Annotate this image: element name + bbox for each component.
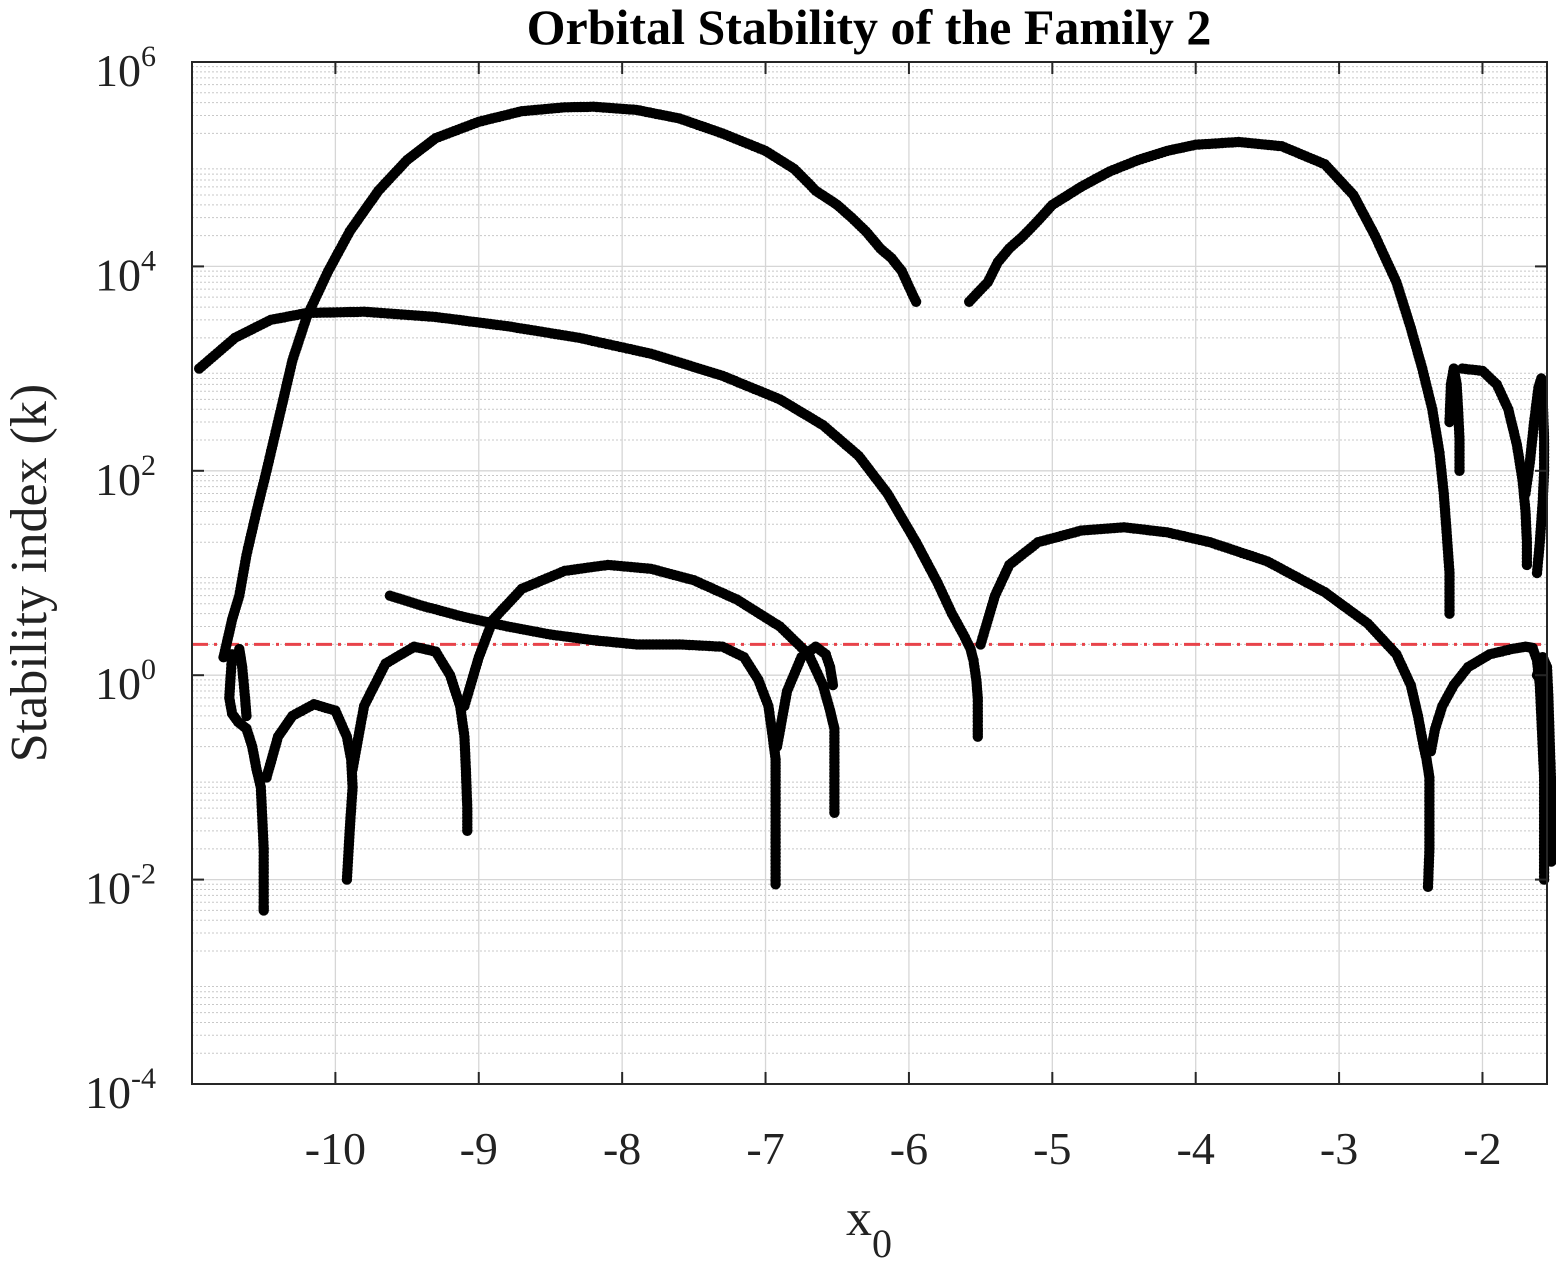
series-8 <box>1425 641 1550 885</box>
grid-layer <box>192 61 1547 1085</box>
series-14 <box>261 699 358 885</box>
y-tick-label: 10-4 <box>85 1062 156 1118</box>
tick-marks-layer <box>192 61 1547 1085</box>
data-point <box>972 731 983 742</box>
data-point <box>1444 608 1455 619</box>
data-point <box>827 679 839 691</box>
series-10 <box>384 590 781 890</box>
x-tick-label: -6 <box>890 1123 928 1174</box>
series-12 <box>224 649 269 916</box>
y-tick-label: 106 <box>95 40 156 96</box>
series-13 <box>234 643 252 722</box>
data-point <box>1546 856 1556 867</box>
y-tick-labels: 10-4 10-2 100 102 104 106 <box>85 40 156 1118</box>
data-point <box>341 874 353 885</box>
y-tick-label: 100 <box>95 653 156 709</box>
series-16 <box>771 641 839 752</box>
data-point <box>1422 881 1434 892</box>
series-3 <box>964 136 1455 619</box>
y-tick-label: 10-2 <box>85 858 156 914</box>
series-5 <box>1457 363 1533 571</box>
data-point <box>1531 567 1543 579</box>
x-tick-label: -7 <box>746 1123 784 1174</box>
y-axis-label: Stability index (k) <box>1 384 58 762</box>
y-tick-label: 104 <box>95 244 156 300</box>
x-tick-label: -10 <box>305 1123 366 1174</box>
x-tick-label: -3 <box>1320 1123 1358 1174</box>
x-tick-label: -2 <box>1463 1123 1501 1174</box>
plot-frame <box>191 61 1548 1085</box>
x-tick-labels: -10 -9 -8 -7 -6 -5 -4 -3 -2 <box>305 1123 1502 1174</box>
x-tick-label: -4 <box>1177 1123 1215 1174</box>
x-tick-label: -8 <box>603 1123 641 1174</box>
series-2 <box>218 101 922 663</box>
series-7 <box>975 522 1435 892</box>
series-4 <box>1444 363 1465 476</box>
x-axis-label-main: x <box>846 1190 872 1247</box>
series-11 <box>459 559 840 818</box>
x-tick-label: -5 <box>1033 1123 1071 1174</box>
data-point <box>1454 465 1465 476</box>
data-point <box>829 807 840 818</box>
data-point <box>910 296 922 307</box>
x-axis-label: x0 <box>846 1190 892 1266</box>
data-point <box>770 879 781 890</box>
data-point <box>1521 559 1533 571</box>
data-points-layer <box>194 101 1556 916</box>
x-tick-label: -9 <box>460 1123 498 1174</box>
data-point <box>462 825 473 836</box>
x-axis-label-subscript: 0 <box>872 1221 892 1266</box>
series-15 <box>347 641 473 836</box>
data-point <box>258 905 269 916</box>
series-1 <box>194 306 983 742</box>
chart-title: Orbital Stability of the Family 2 <box>527 0 1212 55</box>
data-point <box>241 710 252 722</box>
y-tick-label: 102 <box>95 449 156 505</box>
